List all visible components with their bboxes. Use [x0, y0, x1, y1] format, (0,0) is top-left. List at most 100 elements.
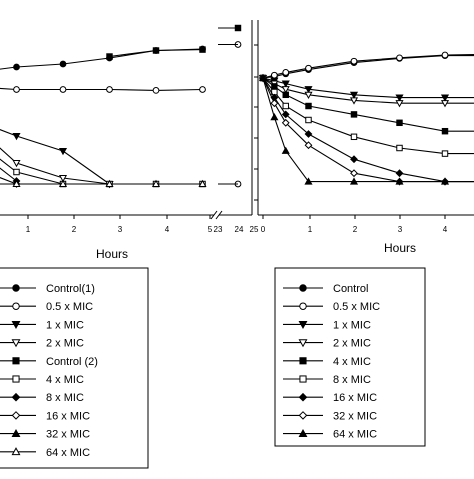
- legend-item-2-x-mic: 2 x MIC: [0, 338, 84, 350]
- legend-label: Control(1): [46, 283, 95, 295]
- data-point: [151, 179, 161, 188]
- data-point: [271, 83, 278, 90]
- legend-marker: [298, 392, 308, 402]
- series-line: [0, 48, 203, 70]
- legend-item-control-2: Control (2): [0, 356, 98, 368]
- right-series-0-5-x-mic: [259, 51, 474, 82]
- legend-item-16-x-mic: 16 x MIC: [283, 392, 377, 404]
- series-line: [262, 55, 474, 79]
- data-point: [270, 71, 278, 79]
- right-x-tick-label: 2: [353, 225, 358, 234]
- left-x-tick-label: 4: [165, 225, 170, 234]
- data-point: [305, 64, 312, 72]
- left-series-2-x-mic: [0, 147, 114, 189]
- legend-item-2-x-mic: 2 x MIC: [283, 338, 371, 350]
- data-point: [59, 86, 67, 93]
- legend-item-0-5-x-mic: 0.5 x MIC: [0, 301, 93, 313]
- data-point: [441, 127, 449, 135]
- right-x-tick-label: 4: [443, 225, 448, 234]
- data-point: [106, 86, 113, 93]
- data-point: [13, 168, 20, 176]
- legend-label: 64 x MIC: [333, 429, 377, 441]
- right-series-4-x-mic: [259, 74, 474, 135]
- right-x-tick-label: 0: [261, 225, 266, 234]
- data-point: [282, 91, 289, 99]
- legend-marker: [299, 375, 307, 383]
- legend-item-4-x-mic: 4 x MIC: [0, 374, 84, 386]
- legend-label: 8 x MIC: [46, 392, 84, 404]
- data-point: [441, 51, 449, 59]
- legend-item-32-x-mic: 32 x MIC: [0, 429, 90, 441]
- data-point: [199, 86, 206, 93]
- data-point: [304, 130, 313, 138]
- legend-item-control: Control: [283, 283, 368, 295]
- series-line: [0, 158, 203, 185]
- data-point: [58, 174, 68, 183]
- legend-marker: [11, 411, 21, 420]
- left-x-tick-label: 1: [26, 225, 31, 234]
- legend-item-1-x-mic: 1 x MIC: [283, 319, 371, 331]
- series-line: [262, 53, 474, 79]
- data-point: [350, 155, 358, 164]
- legend-item-8-x-mic: 8 x MIC: [0, 392, 84, 404]
- legend-marker: [12, 284, 20, 292]
- series-line: [262, 77, 474, 155]
- left-x-tick-label: 2: [72, 225, 77, 234]
- data-point: [304, 177, 313, 185]
- legend-label: 2 x MIC: [46, 338, 84, 350]
- data-point: [12, 179, 21, 188]
- data-point: [59, 60, 67, 68]
- data-point: [58, 179, 68, 188]
- legend-label: 0.5 x MIC: [46, 301, 93, 313]
- data-point: [281, 118, 290, 127]
- legend-label: 0.5 x MIC: [333, 301, 380, 313]
- right-series-1-x-mic: [258, 74, 474, 102]
- data-point: [281, 110, 290, 119]
- left-axis-break-mark: [215, 210, 223, 220]
- data-point: [396, 144, 403, 152]
- legend-label: Control (2): [46, 356, 98, 368]
- data-point: [395, 94, 404, 102]
- data-point: [105, 179, 114, 188]
- legend-label: 1 x MIC: [333, 319, 371, 331]
- data-point: [395, 100, 404, 108]
- legend-item-64-x-mic: 64 x MIC: [0, 447, 90, 459]
- legend-label: Control: [333, 283, 368, 295]
- legend-item-control-1: Control(1): [0, 283, 95, 295]
- data-point: [199, 46, 206, 53]
- right-series-control: [259, 52, 474, 82]
- data-point: [304, 91, 313, 100]
- data-point: [152, 87, 160, 94]
- left-series-0-5-x-mic: [0, 86, 206, 94]
- data-point: [152, 47, 160, 54]
- legend-item-1-x-mic: 1 x MIC: [0, 319, 84, 331]
- legend-marker: [299, 284, 307, 292]
- right-x-axis-label: Hours: [384, 241, 416, 255]
- legend-marker: [11, 339, 21, 348]
- legend-marker: [298, 339, 308, 348]
- legend-marker: [11, 392, 21, 402]
- series-line: [0, 129, 110, 185]
- right-chart: 0 1 2 3 4 Hours: [254, 20, 474, 255]
- data-point: [281, 80, 290, 88]
- data-point: [349, 97, 359, 105]
- data-point: [396, 119, 403, 127]
- legend-marker: [11, 428, 21, 437]
- data-point: [258, 73, 268, 82]
- data-point: [440, 177, 450, 185]
- left-x-tick-label: 3: [118, 225, 123, 234]
- series-line: [262, 77, 474, 183]
- right-series-64-x-mic: [258, 73, 474, 185]
- left-series-4-x-mic: [0, 158, 206, 188]
- legend-marker: [12, 357, 20, 365]
- data-point: [350, 57, 358, 65]
- series-line: [0, 87, 203, 91]
- legend-marker: [298, 428, 308, 437]
- legend-item-32-x-mic: 32 x MIC: [283, 410, 377, 422]
- right-x-tick-label: 1: [308, 225, 313, 234]
- series-line: [0, 147, 110, 185]
- series-line: [262, 77, 474, 183]
